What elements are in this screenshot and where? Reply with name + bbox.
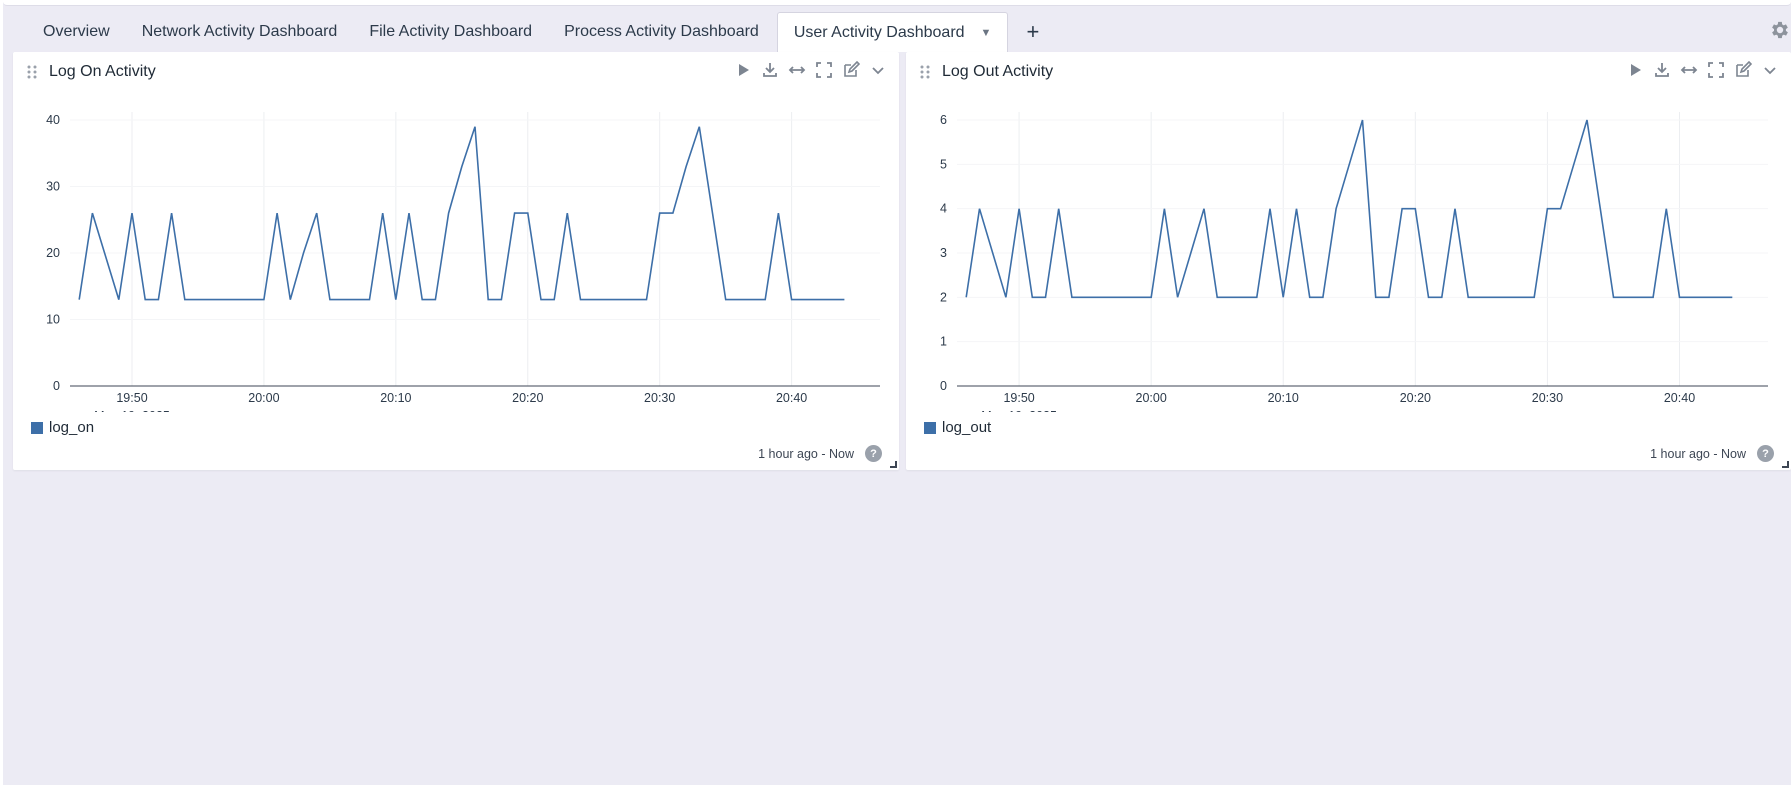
help-icon[interactable]: ? [865, 445, 882, 462]
dashboard-tabs: Overview Network Activity Dashboard File… [27, 12, 1057, 52]
tab-label: User Activity Dashboard [793, 23, 965, 41]
drag-handle-icon[interactable] [919, 65, 931, 79]
add-tab-button[interactable]: + [1026, 19, 1040, 44]
y-tick-label: 40 [46, 113, 60, 127]
edit-icon[interactable] [842, 61, 860, 79]
download-icon[interactable] [1653, 61, 1671, 79]
resize-handle-icon[interactable] [1782, 461, 1789, 468]
x-tick-label: 20:40 [1664, 391, 1695, 405]
y-tick-label: 1 [940, 335, 947, 349]
legend-swatch [31, 421, 43, 434]
x-tick-label: 20:10 [1268, 391, 1299, 405]
x-tick-label: 20:20 [1400, 391, 1431, 405]
y-tick-label: 3 [940, 246, 947, 260]
y-tick-label: 10 [46, 313, 60, 327]
y-tick-label: 2 [940, 290, 947, 304]
legend-label: log_out [942, 419, 992, 436]
x-tick-label: 19:50 [116, 391, 147, 405]
y-tick-label: 30 [46, 180, 60, 194]
tab-label: Overview [43, 23, 110, 40]
chevron-down-icon[interactable] [1761, 61, 1779, 79]
help-icon[interactable]: ? [1757, 445, 1774, 462]
drag-handle-icon[interactable] [26, 65, 38, 79]
log-out-line-chart: 0 1 2 3 4 5 6 19:50 20:00 20:10 20:20 20:30 20:40 May… [940, 112, 1768, 412]
y-tick-label: 6 [940, 113, 947, 127]
x-tick-label: 20:30 [644, 391, 675, 405]
y-tick-label: 0 [940, 379, 947, 393]
x-tick-label: 20:00 [248, 391, 279, 405]
panel-footer: 1 hour ago - Now ? [758, 445, 882, 462]
y-tick-label: 5 [940, 157, 947, 171]
edit-icon[interactable] [1734, 61, 1752, 79]
fullscreen-icon[interactable] [1707, 61, 1725, 79]
panel-toolbar [1626, 61, 1779, 79]
series-line-log_on [78, 126, 845, 301]
panel-title: Log Out Activity [942, 63, 1054, 80]
panel-toolbar [734, 61, 887, 79]
x-tick-label: 20:10 [380, 391, 411, 405]
play-icon[interactable] [1626, 61, 1644, 79]
fullscreen-icon[interactable] [815, 61, 833, 79]
tab-label: Network Activity Dashboard [141, 23, 338, 40]
log-on-activity-panel: Log On Activity 0 10 20 30 40 19:50 20:00 20:10… [13, 52, 899, 470]
log-on-line-chart: 0 10 20 30 40 19:50 20:00 20:10 20:20 20:30 20:40 M… [46, 112, 880, 412]
x-tick-label: 19:50 [1003, 391, 1034, 405]
tab-network-activity[interactable]: Network Activity Dashboard [126, 12, 354, 52]
y-tick-label: 0 [53, 379, 60, 393]
tab-user-activity[interactable]: User Activity Dashboard ▼ [776, 12, 1009, 52]
y-tick-label: 20 [46, 246, 60, 260]
tab-file-activity[interactable]: File Activity Dashboard [353, 12, 548, 52]
expand-horizontal-icon[interactable] [1680, 61, 1698, 79]
legend-swatch [924, 421, 936, 434]
chevron-down-icon[interactable] [869, 61, 887, 79]
legend-label: log_on [49, 419, 95, 436]
tab-overview[interactable]: Overview [27, 12, 126, 52]
tab-label: File Activity Dashboard [369, 23, 533, 40]
x-date-label: May 19, 2025 [981, 409, 1057, 412]
panel-header: Log Out Activity [906, 52, 1791, 92]
legend-item-log-out[interactable]: log_out [924, 419, 991, 436]
resize-handle-icon[interactable] [890, 461, 897, 468]
x-tick-label: 20:40 [776, 391, 807, 405]
x-tick-label: 20:30 [1532, 391, 1563, 405]
play-icon[interactable] [734, 61, 752, 79]
x-tick-label: 20:00 [1136, 391, 1167, 405]
time-range-label: 1 hour ago - Now [758, 446, 854, 461]
left-edge [0, 0, 3, 785]
download-icon[interactable] [761, 61, 779, 79]
gear-icon[interactable] [1769, 19, 1791, 41]
tab-process-activity[interactable]: Process Activity Dashboard [548, 12, 775, 52]
series-line-log_out [965, 119, 1733, 299]
x-tick-label: 20:20 [512, 391, 543, 405]
panel-header: Log On Activity [13, 52, 899, 92]
legend-item-log-on[interactable]: log_on [31, 419, 94, 436]
time-range-label: 1 hour ago - Now [1650, 446, 1746, 461]
y-tick-label: 4 [940, 202, 947, 216]
chevron-down-icon[interactable]: ▼ [980, 26, 992, 39]
panel-footer: 1 hour ago - Now ? [1650, 445, 1774, 462]
tab-label: Process Activity Dashboard [564, 23, 759, 40]
top-toolbar-strip [3, 0, 1791, 6]
panel-title: Log On Activity [49, 63, 156, 80]
x-date-label: May 19, 2025 [94, 409, 170, 412]
log-out-activity-panel: Log Out Activity 0 1 2 3 4 5 6 19:50 20:00 20:10 2… [906, 52, 1791, 470]
expand-horizontal-icon[interactable] [788, 61, 806, 79]
